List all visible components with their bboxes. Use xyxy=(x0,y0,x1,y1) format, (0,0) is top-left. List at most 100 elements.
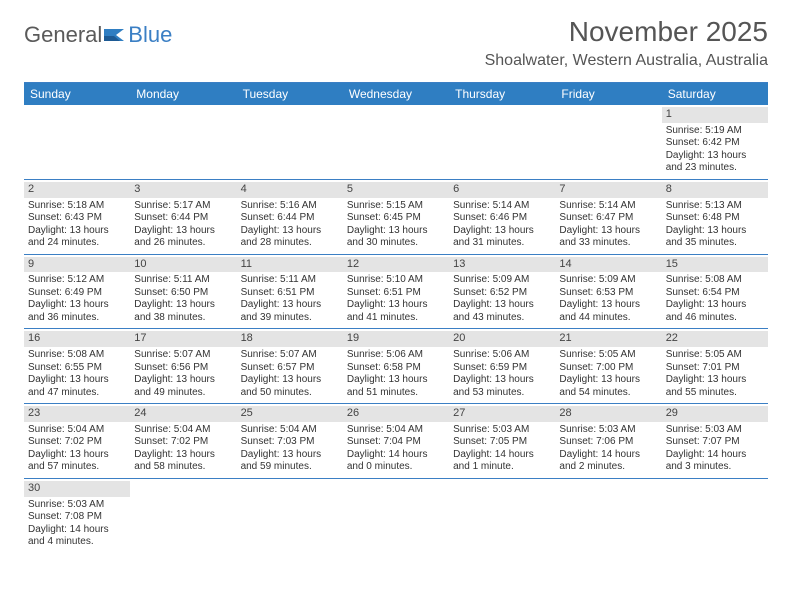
daylight-text: Daylight: 13 hours and 53 minutes. xyxy=(453,374,551,399)
calendar-cell: 2Sunrise: 5:18 AMSunset: 6:43 PMDaylight… xyxy=(24,180,130,254)
sunset-text: Sunset: 6:52 PM xyxy=(453,287,551,300)
calendar-cell: 21Sunrise: 5:05 AMSunset: 7:00 PMDayligh… xyxy=(555,329,661,403)
daylight-text: Daylight: 14 hours and 4 minutes. xyxy=(28,524,126,549)
title-block: November 2025 Shoalwater, Western Austra… xyxy=(485,16,768,70)
daylight-text: Daylight: 13 hours and 43 minutes. xyxy=(453,299,551,324)
calendar-cell xyxy=(130,105,236,179)
daylight-text: Daylight: 13 hours and 57 minutes. xyxy=(28,449,126,474)
calendar-cell: 8Sunrise: 5:13 AMSunset: 6:48 PMDaylight… xyxy=(662,180,768,254)
sunset-text: Sunset: 6:50 PM xyxy=(134,287,232,300)
calendar-cell: 15Sunrise: 5:08 AMSunset: 6:54 PMDayligh… xyxy=(662,255,768,329)
calendar-cell: 27Sunrise: 5:03 AMSunset: 7:05 PMDayligh… xyxy=(449,404,555,478)
sunset-text: Sunset: 6:44 PM xyxy=(241,212,339,225)
daylight-text: Daylight: 13 hours and 44 minutes. xyxy=(559,299,657,324)
sunrise-text: Sunrise: 5:19 AM xyxy=(666,125,764,138)
day-number: 4 xyxy=(237,182,343,198)
daylight-text: Daylight: 13 hours and 47 minutes. xyxy=(28,374,126,399)
daylight-text: Daylight: 13 hours and 55 minutes. xyxy=(666,374,764,399)
day-number: 17 xyxy=(130,331,236,347)
logo: General Blue xyxy=(24,16,172,48)
calendar-cell xyxy=(24,105,130,179)
day-number: 8 xyxy=(662,182,768,198)
day-number: 10 xyxy=(130,257,236,273)
sunset-text: Sunset: 6:49 PM xyxy=(28,287,126,300)
calendar-cell xyxy=(662,479,768,553)
day-number: 18 xyxy=(237,331,343,347)
sunset-text: Sunset: 7:00 PM xyxy=(559,362,657,375)
sunrise-text: Sunrise: 5:12 AM xyxy=(28,274,126,287)
sunset-text: Sunset: 6:55 PM xyxy=(28,362,126,375)
logo-text-part1: General xyxy=(24,22,102,48)
day-number: 15 xyxy=(662,257,768,273)
sunset-text: Sunset: 7:01 PM xyxy=(666,362,764,375)
calendar-week: 9Sunrise: 5:12 AMSunset: 6:49 PMDaylight… xyxy=(24,255,768,330)
day-number: 27 xyxy=(449,406,555,422)
weeks-container: 1Sunrise: 5:19 AMSunset: 6:42 PMDaylight… xyxy=(24,105,768,553)
daylight-text: Daylight: 13 hours and 31 minutes. xyxy=(453,225,551,250)
sunset-text: Sunset: 6:46 PM xyxy=(453,212,551,225)
sunrise-text: Sunrise: 5:03 AM xyxy=(28,499,126,512)
calendar-cell: 6Sunrise: 5:14 AMSunset: 6:46 PMDaylight… xyxy=(449,180,555,254)
daylight-text: Daylight: 13 hours and 46 minutes. xyxy=(666,299,764,324)
sunset-text: Sunset: 6:56 PM xyxy=(134,362,232,375)
calendar-cell: 14Sunrise: 5:09 AMSunset: 6:53 PMDayligh… xyxy=(555,255,661,329)
calendar: Sunday Monday Tuesday Wednesday Thursday… xyxy=(24,82,768,553)
day-number: 16 xyxy=(24,331,130,347)
sunrise-text: Sunrise: 5:07 AM xyxy=(241,349,339,362)
day-number: 22 xyxy=(662,331,768,347)
daylight-text: Daylight: 13 hours and 26 minutes. xyxy=(134,225,232,250)
sunset-text: Sunset: 7:08 PM xyxy=(28,511,126,524)
sunrise-text: Sunrise: 5:03 AM xyxy=(666,424,764,437)
day-header-fri: Friday xyxy=(555,83,661,105)
calendar-cell: 4Sunrise: 5:16 AMSunset: 6:44 PMDaylight… xyxy=(237,180,343,254)
sunset-text: Sunset: 6:44 PM xyxy=(134,212,232,225)
sunset-text: Sunset: 6:54 PM xyxy=(666,287,764,300)
sunrise-text: Sunrise: 5:04 AM xyxy=(28,424,126,437)
sunset-text: Sunset: 6:59 PM xyxy=(453,362,551,375)
sunrise-text: Sunrise: 5:18 AM xyxy=(28,200,126,213)
sunrise-text: Sunrise: 5:04 AM xyxy=(241,424,339,437)
calendar-cell: 13Sunrise: 5:09 AMSunset: 6:52 PMDayligh… xyxy=(449,255,555,329)
sunset-text: Sunset: 7:02 PM xyxy=(134,436,232,449)
daylight-text: Daylight: 13 hours and 38 minutes. xyxy=(134,299,232,324)
sunrise-text: Sunrise: 5:06 AM xyxy=(453,349,551,362)
sunset-text: Sunset: 6:43 PM xyxy=(28,212,126,225)
calendar-cell: 28Sunrise: 5:03 AMSunset: 7:06 PMDayligh… xyxy=(555,404,661,478)
sunrise-text: Sunrise: 5:04 AM xyxy=(134,424,232,437)
calendar-cell: 29Sunrise: 5:03 AMSunset: 7:07 PMDayligh… xyxy=(662,404,768,478)
day-number: 19 xyxy=(343,331,449,347)
day-number: 13 xyxy=(449,257,555,273)
calendar-cell: 12Sunrise: 5:10 AMSunset: 6:51 PMDayligh… xyxy=(343,255,449,329)
calendar-cell: 3Sunrise: 5:17 AMSunset: 6:44 PMDaylight… xyxy=(130,180,236,254)
sunrise-text: Sunrise: 5:07 AM xyxy=(134,349,232,362)
calendar-week: 1Sunrise: 5:19 AMSunset: 6:42 PMDaylight… xyxy=(24,105,768,180)
day-number: 3 xyxy=(130,182,236,198)
daylight-text: Daylight: 13 hours and 39 minutes. xyxy=(241,299,339,324)
sunset-text: Sunset: 6:42 PM xyxy=(666,137,764,150)
calendar-week: 2Sunrise: 5:18 AMSunset: 6:43 PMDaylight… xyxy=(24,180,768,255)
sunrise-text: Sunrise: 5:03 AM xyxy=(453,424,551,437)
sunrise-text: Sunrise: 5:15 AM xyxy=(347,200,445,213)
calendar-cell: 19Sunrise: 5:06 AMSunset: 6:58 PMDayligh… xyxy=(343,329,449,403)
daylight-text: Daylight: 13 hours and 24 minutes. xyxy=(28,225,126,250)
sunrise-text: Sunrise: 5:11 AM xyxy=(134,274,232,287)
sunrise-text: Sunrise: 5:16 AM xyxy=(241,200,339,213)
logo-text-part2: Blue xyxy=(128,22,172,48)
daylight-text: Daylight: 13 hours and 49 minutes. xyxy=(134,374,232,399)
day-number: 9 xyxy=(24,257,130,273)
day-number: 29 xyxy=(662,406,768,422)
calendar-week: 30Sunrise: 5:03 AMSunset: 7:08 PMDayligh… xyxy=(24,479,768,553)
day-header-sat: Saturday xyxy=(662,83,768,105)
sunset-text: Sunset: 6:47 PM xyxy=(559,212,657,225)
sunset-text: Sunset: 6:51 PM xyxy=(347,287,445,300)
daylight-text: Daylight: 13 hours and 30 minutes. xyxy=(347,225,445,250)
calendar-cell: 25Sunrise: 5:04 AMSunset: 7:03 PMDayligh… xyxy=(237,404,343,478)
calendar-cell: 23Sunrise: 5:04 AMSunset: 7:02 PMDayligh… xyxy=(24,404,130,478)
calendar-cell xyxy=(237,479,343,553)
calendar-cell: 26Sunrise: 5:04 AMSunset: 7:04 PMDayligh… xyxy=(343,404,449,478)
daylight-text: Daylight: 13 hours and 36 minutes. xyxy=(28,299,126,324)
day-number: 23 xyxy=(24,406,130,422)
day-number: 5 xyxy=(343,182,449,198)
calendar-cell: 11Sunrise: 5:11 AMSunset: 6:51 PMDayligh… xyxy=(237,255,343,329)
day-header-tue: Tuesday xyxy=(237,83,343,105)
